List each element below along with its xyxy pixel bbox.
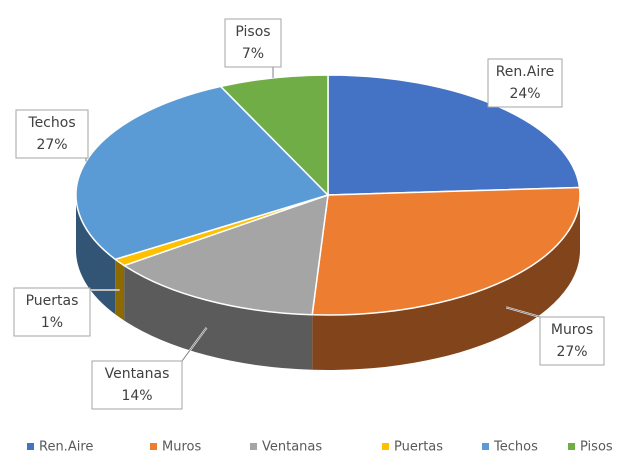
slice xyxy=(219,74,329,197)
legend-label: Puertas xyxy=(394,440,443,455)
label-box xyxy=(224,18,282,68)
label-box xyxy=(13,287,91,337)
label-box xyxy=(539,316,605,366)
label-box xyxy=(91,360,183,410)
legend-swatch xyxy=(568,443,575,450)
label-value: 7% xyxy=(242,46,264,62)
label-category: Puertas xyxy=(26,293,79,309)
label-category: Muros xyxy=(551,322,593,338)
label-value: 27% xyxy=(36,137,67,153)
legend-swatch xyxy=(27,443,34,450)
label-value: 14% xyxy=(121,388,152,404)
slice xyxy=(327,74,581,196)
legend-label: Muros xyxy=(162,440,201,455)
legend-label: Ventanas xyxy=(262,440,322,455)
label-category: Pisos xyxy=(235,24,270,40)
label-box xyxy=(15,109,89,159)
legend-label: Techos xyxy=(493,440,538,455)
label-category: Techos xyxy=(27,115,75,131)
slice xyxy=(311,186,581,316)
label-box xyxy=(487,58,563,108)
legend-swatch xyxy=(482,443,489,450)
label-value: 1% xyxy=(41,315,63,331)
legend-label: Pisos xyxy=(580,440,613,455)
legend-swatch xyxy=(382,443,389,450)
legend-label: Ren.Aire xyxy=(39,440,93,455)
slice-side xyxy=(115,259,125,321)
label-category: Ventanas xyxy=(105,366,170,382)
slice-side xyxy=(312,195,580,371)
slice-side xyxy=(124,265,313,370)
slice-side xyxy=(76,195,116,315)
label-category: Ren.Aire xyxy=(496,64,555,80)
legend-swatch xyxy=(250,443,257,450)
slice xyxy=(75,85,330,261)
slice xyxy=(122,193,329,316)
leader-line xyxy=(181,327,208,362)
legend-swatch xyxy=(150,443,157,450)
leader-line xyxy=(506,306,541,318)
label-value: 24% xyxy=(509,86,540,102)
label-value: 27% xyxy=(556,344,587,360)
